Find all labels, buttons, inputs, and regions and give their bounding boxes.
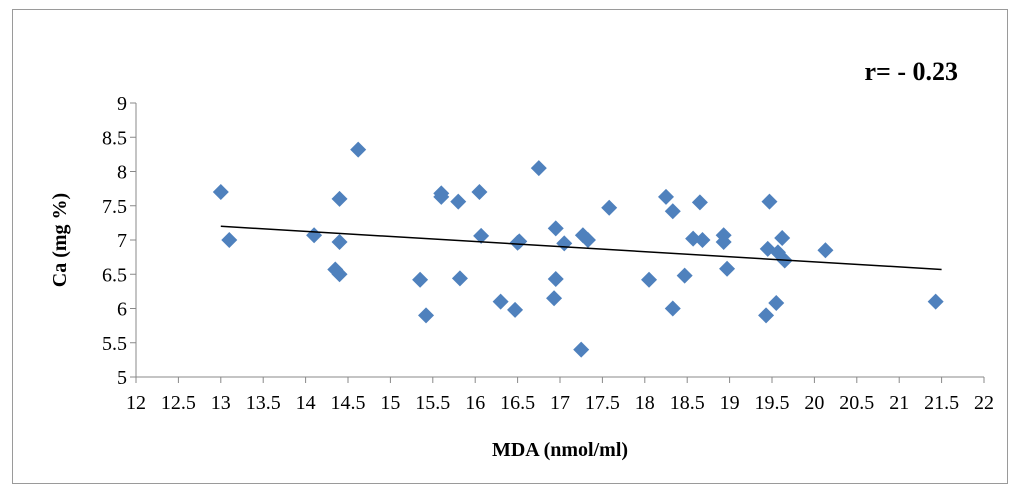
data-point	[761, 193, 778, 210]
data-point	[719, 260, 736, 277]
y-tick-label: 5	[117, 367, 127, 389]
x-tick-label: 14.5	[331, 392, 366, 414]
data-point	[694, 232, 711, 248]
data-point	[492, 293, 509, 310]
data-point	[530, 160, 547, 177]
x-tick-label: 18.5	[670, 392, 705, 414]
data-point	[547, 220, 564, 237]
data-points	[212, 141, 944, 358]
y-tick-label: 9	[117, 93, 127, 115]
y-axis-ticks: 5 5.5 6 6.5 7 7.5 8 8.5 9	[102, 93, 136, 389]
y-tick-label: 7.5	[102, 196, 127, 218]
x-tick-label: 17	[550, 392, 570, 414]
x-tick-label: 16	[465, 392, 485, 414]
x-tick-label: 19.5	[755, 392, 790, 414]
data-point	[331, 190, 348, 207]
x-tick-label: 21	[889, 392, 909, 414]
x-tick-label: 18	[635, 392, 655, 414]
data-point	[547, 271, 564, 288]
y-tick-label: 6.5	[102, 264, 127, 286]
x-axis-ticks: 12 12.5 13 13.5 14 14.5 15 15.5 16 16.5 17 17.5 18 18…	[126, 377, 994, 414]
data-point	[556, 235, 573, 252]
data-point	[212, 184, 229, 201]
x-tick-label: 16.5	[500, 392, 535, 414]
data-point	[331, 266, 348, 283]
y-axis-title: Ca (mg %)	[49, 193, 71, 287]
data-point	[471, 184, 488, 201]
x-tick-label: 15.5	[415, 392, 450, 414]
data-point	[473, 227, 490, 244]
data-point	[641, 271, 658, 288]
y-tick-label: 7	[117, 230, 127, 252]
data-point	[331, 234, 348, 251]
data-point	[451, 270, 468, 287]
data-point	[450, 193, 467, 210]
data-point	[601, 199, 618, 216]
data-point	[350, 141, 367, 158]
data-point	[691, 194, 708, 211]
x-tick-label: 22	[974, 392, 994, 414]
data-point	[768, 295, 785, 312]
data-point	[715, 234, 732, 251]
x-axis-title: MDA (nmol/ml)	[492, 439, 628, 461]
trendline	[220, 225, 942, 271]
data-point	[412, 271, 429, 288]
y-tick-label: 5.5	[102, 333, 127, 355]
y-tick-label: 6	[117, 299, 127, 321]
data-point	[774, 229, 791, 246]
y-tick-label: 8	[117, 162, 127, 184]
x-tick-label: 20	[804, 392, 824, 414]
data-point	[507, 301, 524, 318]
data-point	[664, 203, 681, 220]
data-point	[511, 233, 528, 250]
chart-area	[12, 9, 1008, 484]
x-tick-label: 15	[380, 392, 400, 414]
data-point	[221, 232, 238, 248]
data-point	[579, 232, 596, 248]
y-tick-label: 8.5	[102, 127, 127, 149]
correlation-annotation: r= - 0.23	[864, 57, 958, 86]
data-point	[306, 227, 323, 244]
x-tick-label: 17.5	[585, 392, 620, 414]
data-point	[664, 300, 681, 317]
x-tick-label: 21.5	[924, 392, 959, 414]
x-tick-label: 13	[211, 392, 231, 414]
data-point	[433, 188, 450, 205]
x-tick-label: 20.5	[839, 392, 874, 414]
x-tick-label: 13.5	[246, 392, 281, 414]
x-tick-label: 14	[296, 392, 316, 414]
data-point	[817, 242, 834, 259]
data-point	[927, 293, 944, 310]
data-point	[546, 290, 563, 307]
data-point	[676, 267, 693, 284]
x-tick-label: 12	[126, 392, 146, 414]
data-point	[658, 188, 674, 205]
data-point	[758, 307, 775, 324]
data-point	[418, 307, 435, 324]
x-tick-label: 19	[720, 392, 740, 414]
data-point	[573, 341, 590, 358]
x-tick-label: 12.5	[161, 392, 196, 414]
